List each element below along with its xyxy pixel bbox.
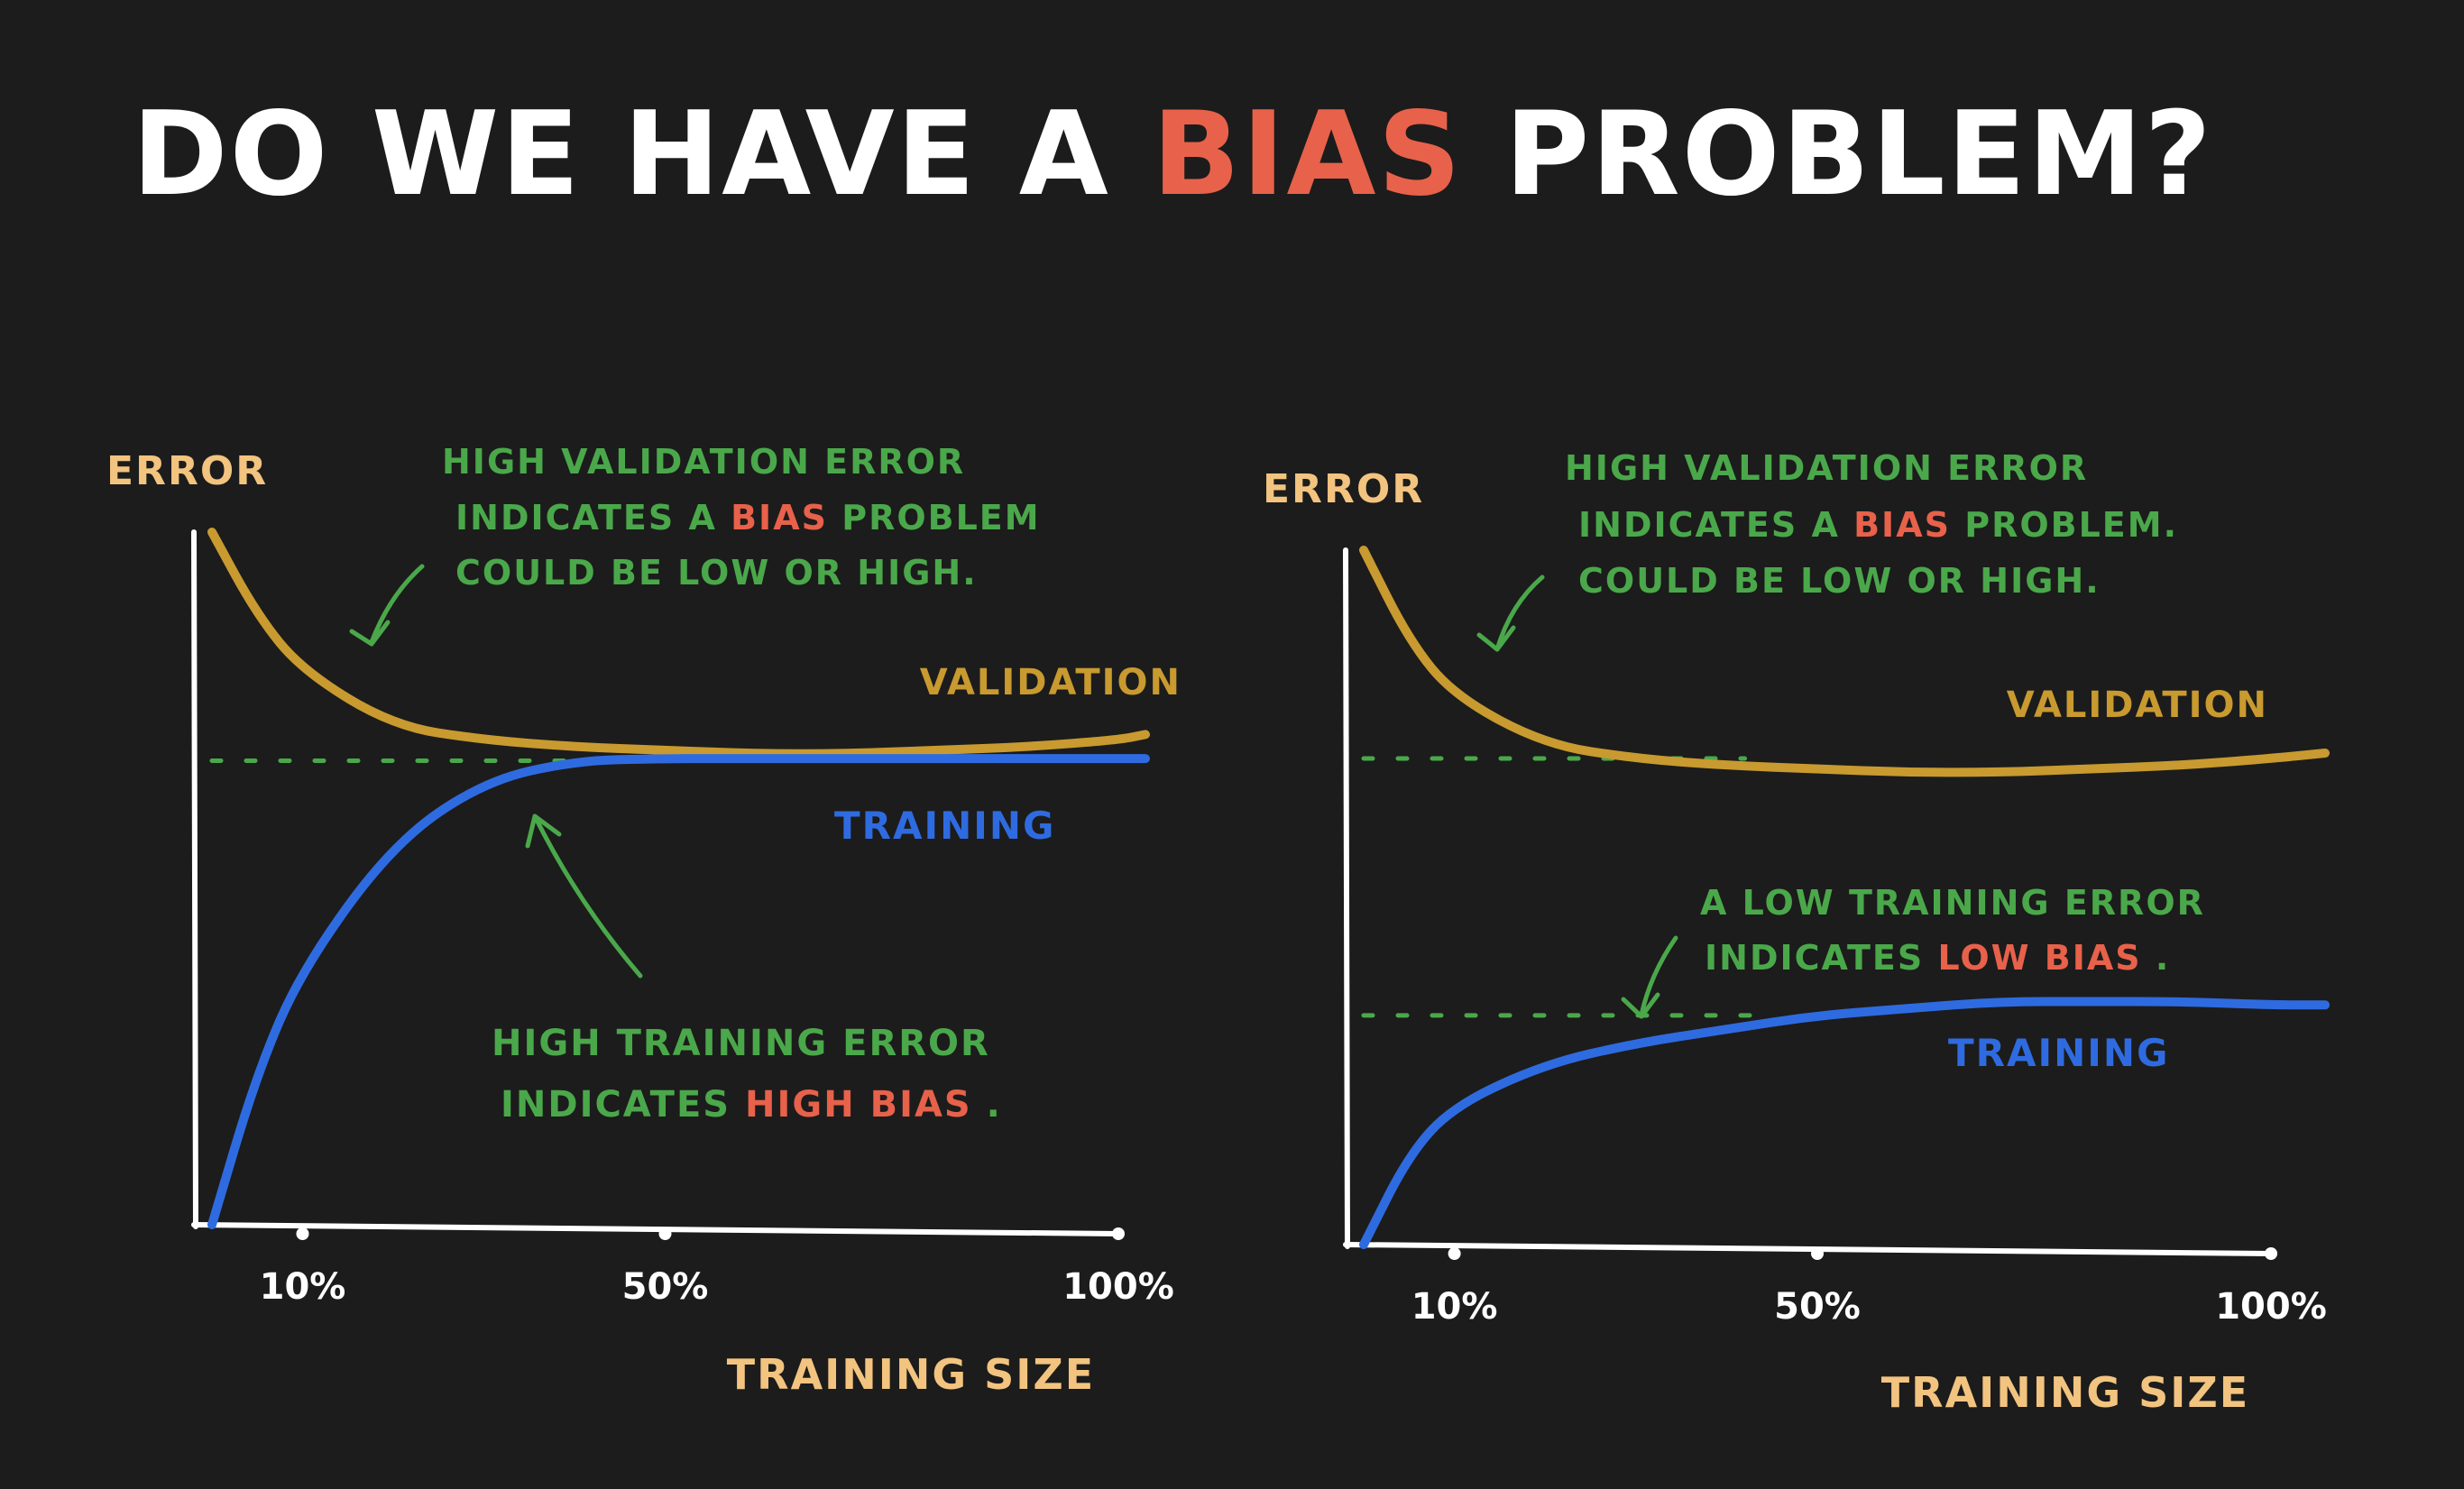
- annotation-highlight: LOW BIAS: [1937, 938, 2141, 978]
- x-tick-mark: [296, 1227, 309, 1240]
- chart-left: 100% 50% 10% ERROR TRAINING SIZE VALIDATIO…: [106, 442, 1181, 1399]
- annotation-text: INDICATES A: [455, 498, 731, 538]
- x-tick-label: 10%: [1411, 1286, 1498, 1328]
- annotation-text: .: [2156, 938, 2170, 978]
- x-tick-mark: [1448, 1247, 1461, 1260]
- annotation-line: INDICATES A BIAS PROBLEM: [455, 498, 1041, 538]
- annotation-line: HIGH TRAINING ERROR: [492, 1023, 990, 1064]
- annotation-highlight: HIGH BIAS: [745, 1084, 972, 1126]
- arrowhead-icon: [1476, 625, 1516, 652]
- training-series-label: TRAINING: [1948, 1031, 2170, 1075]
- arrow-to-validation: [1494, 574, 1545, 652]
- annotation-line: HIGH VALIDATION ERROR: [1565, 448, 2088, 488]
- x-axis-label: TRAINING SIZE: [1881, 1368, 2249, 1417]
- annotation-line: A LOW TRAINING ERROR: [1700, 883, 2205, 923]
- arrow-to-training: [1639, 935, 1678, 1017]
- x-tick-mark: [2265, 1247, 2277, 1260]
- annotation-text: INDICATES A: [1578, 505, 1853, 545]
- arrow-to-validation: [369, 564, 425, 645]
- training-annotation: A LOW TRAINING ERROR INDICATES LOW BIAS …: [1700, 883, 2205, 978]
- validation-series-label: VALIDATION: [2007, 685, 2268, 726]
- y-axis-label: ERROR: [1263, 466, 1424, 512]
- arrowhead-icon: [1621, 992, 1660, 1019]
- validation-curve: [1359, 546, 2330, 777]
- annotation-line: COULD BE LOW OR HIGH.: [1578, 561, 2101, 601]
- annotation-line: INDICATES HIGH BIAS .: [501, 1084, 1002, 1126]
- validation-curve: [207, 528, 1150, 758]
- annotation-line: HIGH VALIDATION ERROR: [442, 442, 965, 482]
- annotation-highlight: BIAS: [731, 498, 828, 538]
- title-after: PROBLEM?: [1504, 87, 2212, 222]
- x-tick-label: 50%: [1774, 1286, 1861, 1328]
- annotation-line: COULD BE LOW OR HIGH.: [455, 553, 978, 593]
- x-tick-mark: [1112, 1227, 1125, 1240]
- x-tick-label: 50%: [622, 1266, 709, 1308]
- validation-series-label: VALIDATION: [920, 662, 1181, 703]
- validation-annotation: HIGH VALIDATION ERROR INDICATES A BIAS P…: [442, 442, 1041, 593]
- annotation-text: INDICATES: [501, 1084, 745, 1126]
- x-axis: [191, 1222, 1121, 1236]
- annotation-text: PROBLEM: [841, 498, 1040, 538]
- training-series-label: TRAINING: [834, 804, 1056, 848]
- y-axis: [191, 529, 198, 1229]
- arrow-to-training: [532, 813, 643, 979]
- arrowhead-icon: [525, 813, 562, 849]
- annotation-highlight: BIAS: [1853, 505, 1951, 545]
- validation-annotation: HIGH VALIDATION ERROR INDICATES A BIAS P…: [1565, 448, 2178, 601]
- y-axis: [1343, 547, 1350, 1249]
- y-axis-label: ERROR: [106, 448, 268, 494]
- training-annotation: HIGH TRAINING ERROR INDICATES HIGH BIAS …: [492, 1023, 1002, 1126]
- x-tick-mark: [1811, 1247, 1824, 1260]
- x-tick-label: 10%: [260, 1266, 346, 1308]
- annotation-text: INDICATES: [1705, 938, 1937, 978]
- annotation-text: .: [987, 1084, 1002, 1126]
- training-curve: [207, 754, 1150, 1229]
- annotation-line: INDICATES LOW BIAS .: [1705, 938, 2170, 978]
- annotation-line: INDICATES A BIAS PROBLEM.: [1578, 505, 2178, 545]
- chart-right: 100% 50% 10% ERROR TRAINING SIZE VALIDATIO…: [1263, 448, 2330, 1417]
- x-tick-label: 100%: [2215, 1286, 2327, 1328]
- x-tick-label: 100%: [1062, 1266, 1174, 1308]
- page-title: DO WE HAVE A BIAS PROBLEM?: [132, 87, 2212, 222]
- x-axis-label: TRAINING SIZE: [727, 1350, 1095, 1399]
- annotation-text: PROBLEM.: [1964, 505, 2178, 545]
- x-axis: [1343, 1242, 2274, 1256]
- x-tick-mark: [658, 1227, 672, 1240]
- arrowhead-icon: [349, 620, 391, 647]
- title-before: DO WE HAVE A: [132, 87, 1152, 222]
- training-curve: [1359, 997, 2330, 1249]
- title-highlight: BIAS: [1152, 87, 1462, 222]
